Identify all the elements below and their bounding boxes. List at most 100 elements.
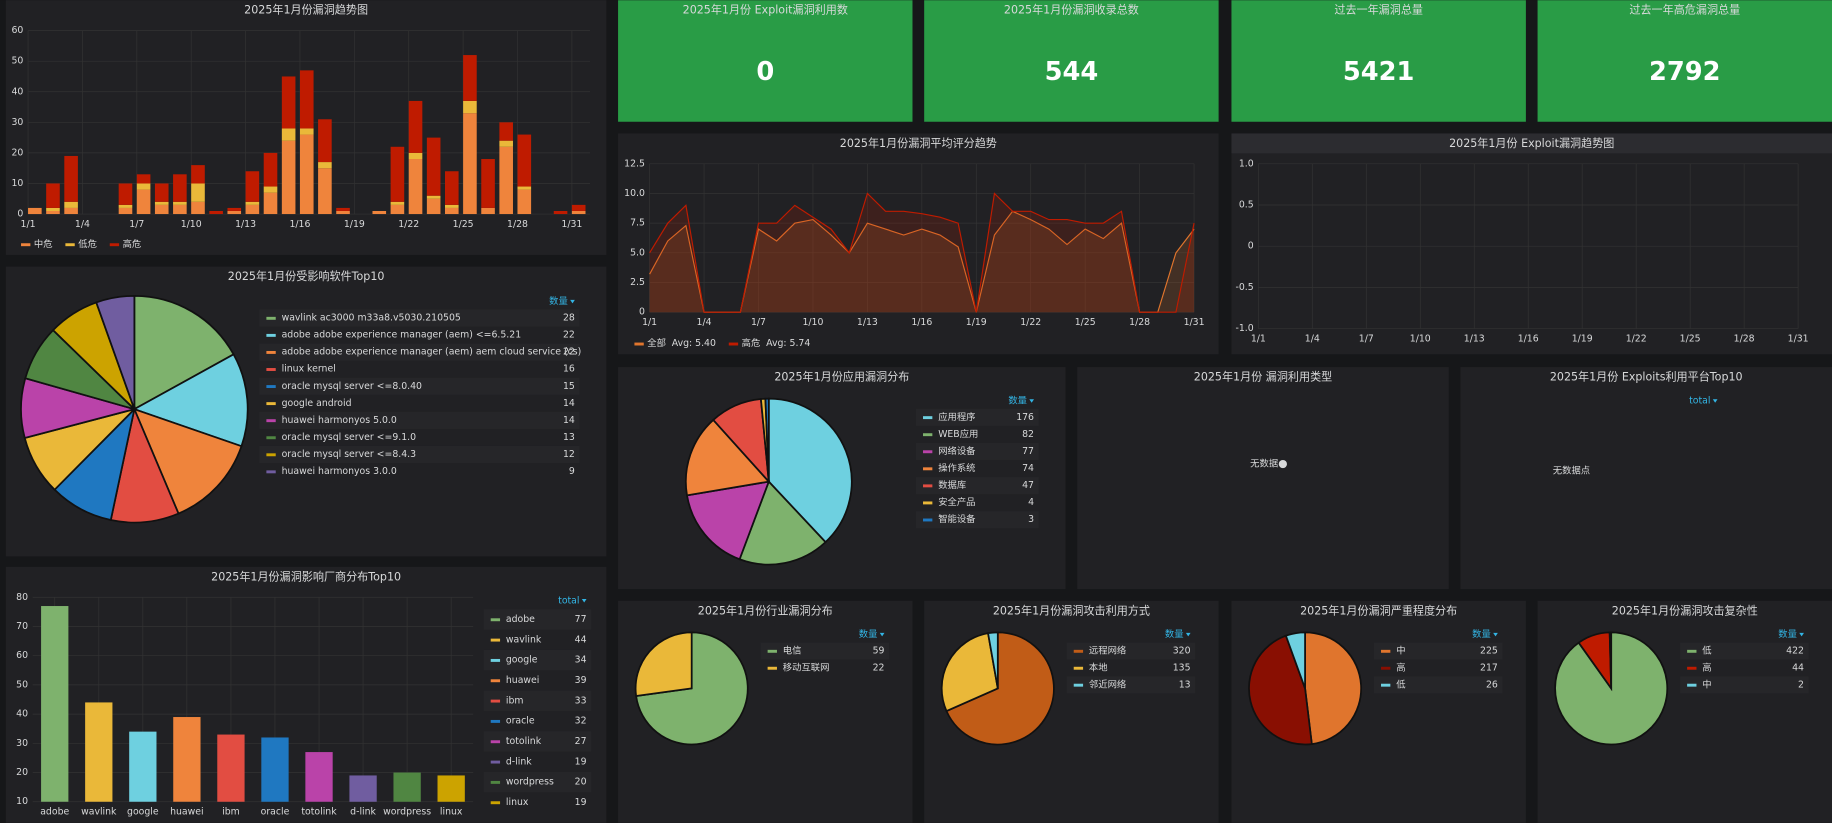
- legend-row: [259, 377, 580, 395]
- x-tick-label: 1/28: [1734, 334, 1755, 345]
- legend-swatch: [490, 618, 501, 622]
- x-tick-label: 1/4: [75, 219, 90, 230]
- pie-slice: [132, 407, 243, 515]
- legend-row: [483, 609, 592, 630]
- panel-title: 2025年1月份漏洞严重程度分布: [1300, 603, 1457, 617]
- x-tick-label: 1/10: [181, 219, 202, 230]
- legend-label: huawei harmonyos 3.0.0: [282, 466, 397, 477]
- legend-swatch: [767, 649, 777, 653]
- legend-value: 22: [563, 330, 575, 341]
- legend-row: [1374, 676, 1503, 694]
- bar-segment: [281, 128, 296, 141]
- pie-slice: [634, 631, 693, 697]
- legend-value: 19: [575, 797, 587, 808]
- x-tick-label: 1/25: [453, 219, 474, 230]
- x-tick-label: 1/19: [1572, 334, 1593, 345]
- panel-title: 2025年1月份漏洞攻击利用方式: [993, 603, 1150, 617]
- legend-value: 82: [1022, 429, 1034, 440]
- bar-segment: [481, 159, 495, 208]
- y-tick-label: -1.0: [1235, 323, 1253, 334]
- legend-swatch: [490, 801, 501, 805]
- panel: [1231, 133, 1832, 355]
- legend-value: 28: [563, 313, 575, 324]
- no-data: 无数据: [1250, 458, 1278, 470]
- y-tick-label: 0: [17, 209, 23, 220]
- legend-swatch: [923, 467, 933, 471]
- panel-title: 2025年1月份漏洞平均评分趋势: [840, 136, 997, 150]
- legend-swatch: [490, 699, 501, 703]
- legend-value: 20: [575, 777, 587, 788]
- sort-icon: [1799, 632, 1804, 637]
- bar-segment: [118, 183, 133, 205]
- bar: [129, 731, 157, 802]
- legend-swatch: [923, 433, 933, 437]
- legend-header: total: [1689, 395, 1710, 406]
- pie-slice: [1284, 631, 1306, 689]
- legend-label: 全部: [647, 337, 666, 349]
- bar-segment: [499, 122, 513, 141]
- legend-value: 39: [575, 675, 587, 686]
- legend-label: 高危: [123, 238, 142, 250]
- legend-value: 422: [1786, 646, 1804, 657]
- legend-value: 14: [563, 398, 575, 409]
- no-data: 无数据点: [1553, 465, 1590, 477]
- legend-value: 44: [1792, 662, 1804, 673]
- y-tick-label: 30: [16, 738, 28, 749]
- x-tick-label: 1/13: [857, 317, 878, 328]
- legend-value: 135: [1173, 662, 1191, 673]
- x-tick-label: 1/16: [289, 219, 310, 230]
- legend-value: 27: [575, 736, 587, 747]
- legend-swatch: [1687, 666, 1697, 670]
- legend-row: [1680, 642, 1809, 660]
- x-tick-label: 1/28: [507, 219, 528, 230]
- x-tick-label: linux: [440, 807, 463, 818]
- x-tick-label: 1/4: [1305, 334, 1320, 345]
- panel: [1077, 367, 1449, 590]
- legend-header: 数量: [1778, 628, 1797, 640]
- y-tick-label: 0.5: [1239, 199, 1254, 210]
- pie-slice: [684, 418, 771, 497]
- y-tick-label: 5.0: [630, 247, 645, 258]
- legend-swatch: [1381, 683, 1391, 687]
- legend-label: 网络设备: [938, 445, 976, 457]
- bar: [41, 606, 69, 802]
- legend-label: google android: [282, 398, 352, 409]
- legend-value: 2: [1798, 679, 1804, 690]
- panel: [1460, 367, 1832, 590]
- y-tick-label: 40: [16, 709, 28, 720]
- y-tick-label: 0: [639, 307, 645, 318]
- area: [649, 193, 1195, 313]
- stat-panel: [618, 0, 913, 122]
- bar-segment: [299, 70, 314, 129]
- x-tick-label: 1/25: [1680, 334, 1701, 345]
- legend-label: wavlink: [506, 634, 542, 645]
- stat-value: 2792: [1649, 57, 1721, 87]
- legend-value: 74: [1022, 463, 1034, 474]
- y-tick-label: 40: [11, 86, 23, 97]
- legend-label: 中: [1396, 645, 1405, 657]
- legend-label: totolink: [506, 736, 542, 747]
- legend-label: huawei: [506, 675, 540, 686]
- legend-row: [1066, 642, 1196, 660]
- legend-label: 低: [1702, 645, 1711, 657]
- legend-value: 47: [1022, 480, 1034, 491]
- bar-segment: [46, 207, 60, 211]
- legend-value: 77: [575, 614, 587, 625]
- legend-label: 中: [1702, 678, 1711, 690]
- legend-label: d-link: [506, 756, 532, 767]
- bar-segment: [118, 204, 133, 208]
- bar-segment: [209, 210, 223, 215]
- x-tick-label: 1/10: [802, 317, 823, 328]
- x-tick-label: wavlink: [81, 807, 117, 818]
- bar-segment: [227, 207, 242, 211]
- legend-value: 77: [1022, 446, 1034, 457]
- x-tick-label: 1/1: [642, 317, 657, 328]
- legend-swatch: [490, 638, 501, 642]
- bar-segment: [426, 198, 441, 215]
- y-tick-label: 50: [16, 679, 28, 690]
- bar-segment: [136, 183, 151, 190]
- legend-swatch: [266, 470, 276, 474]
- legend-swatch: [490, 740, 501, 744]
- bar-segment: [444, 204, 459, 208]
